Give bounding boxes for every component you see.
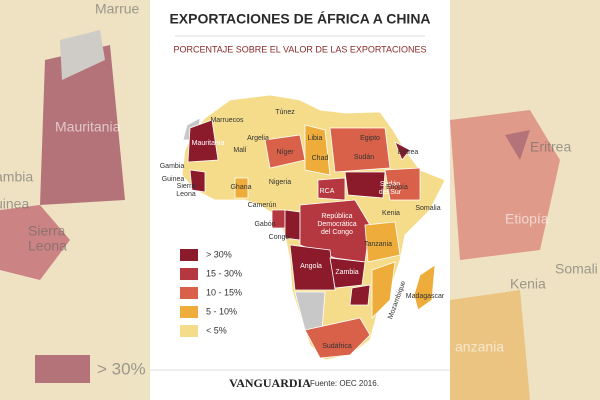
country-label: Somalia xyxy=(415,205,440,212)
country-label: Ghana xyxy=(230,184,251,191)
background-label: Sierra xyxy=(28,223,66,239)
legend-swatch xyxy=(180,268,198,280)
country-label: Sudáfrica xyxy=(322,343,352,350)
background-label: uinea xyxy=(0,196,29,212)
country-label: Chad xyxy=(312,155,329,162)
background-label: anzania xyxy=(455,339,504,355)
legend: > 30% 15 - 30% 10 - 15% 5 - 10% < 5% xyxy=(180,249,242,337)
country-label: Egipto xyxy=(360,135,380,142)
background-label: > 30% xyxy=(97,359,146,378)
legend-label: < 5% xyxy=(206,325,227,335)
africa-map xyxy=(181,94,446,361)
background-label: Mauritania xyxy=(55,119,121,135)
country-label: Guinea xyxy=(162,176,185,183)
country-label: Congo xyxy=(269,234,290,241)
title: EXPORTACIONES DE ÁFRICA A CHINA xyxy=(169,11,430,27)
country-label: Argelia xyxy=(247,135,269,142)
country-label: Túnez xyxy=(275,109,295,116)
country-labels: Túnez Marruecos Argelia Libia Egipto Mauritan… xyxy=(160,109,445,350)
background-label: Etiopía xyxy=(505,211,549,227)
source: Fuente: OEC 2016. xyxy=(310,379,379,388)
legend-label: 15 - 30% xyxy=(206,268,242,278)
brand: VANGUARDIA xyxy=(229,376,311,390)
legend-label: 10 - 15% xyxy=(206,287,242,297)
background-label: Marrue xyxy=(95,1,140,17)
background-label: Somali xyxy=(555,261,598,277)
legend-label: 5 - 10% xyxy=(206,306,237,316)
background-label: Leona xyxy=(28,238,67,254)
country-label: Gambia xyxy=(160,163,185,170)
country-label: Mauritania xyxy=(192,140,225,147)
country-label: del Sur xyxy=(379,189,402,196)
country-label: Etiopía xyxy=(386,184,408,191)
country-label: Camerún xyxy=(248,202,277,209)
subtitle: PORCENTAJE SOBRE EL VALOR DE LAS EXPORTA… xyxy=(173,44,426,54)
legend-swatch xyxy=(180,325,198,337)
background-label: ambia xyxy=(0,169,33,185)
country-label: Leona xyxy=(176,191,196,198)
country-label: Democrática xyxy=(317,221,356,228)
country-label: Sierra xyxy=(177,183,196,190)
country-label: Sudán xyxy=(380,181,400,188)
country-label: Gabón xyxy=(254,221,275,228)
country-label: Kenia xyxy=(382,210,400,217)
country-label: Libia xyxy=(308,135,323,142)
country-label: del Congo xyxy=(321,229,353,236)
country-label: Eritrea xyxy=(398,149,419,156)
country-label: Nigeria xyxy=(269,179,291,186)
background-labels: MarrueMauritaniaambiauineaSierraLeona> 3… xyxy=(0,1,598,379)
country-label: Sudán xyxy=(354,154,374,161)
background-label: Eritrea xyxy=(530,139,571,155)
country-label: Marruecos xyxy=(210,117,244,124)
legend-label: > 30% xyxy=(206,249,232,259)
country-label: Zambia xyxy=(335,269,358,276)
country-label: República xyxy=(321,213,352,220)
country-label: Tanzania xyxy=(364,241,392,248)
country-label: RCA xyxy=(320,188,335,195)
legend-swatch xyxy=(180,306,198,318)
background-label: Kenia xyxy=(510,276,546,292)
legend-swatch xyxy=(180,287,198,299)
country-label: Níger xyxy=(276,149,294,156)
country-label: Madagascar xyxy=(406,293,445,300)
country-label: Angola xyxy=(300,263,322,270)
country-label: Malí xyxy=(233,147,246,154)
legend-swatch xyxy=(180,249,198,261)
